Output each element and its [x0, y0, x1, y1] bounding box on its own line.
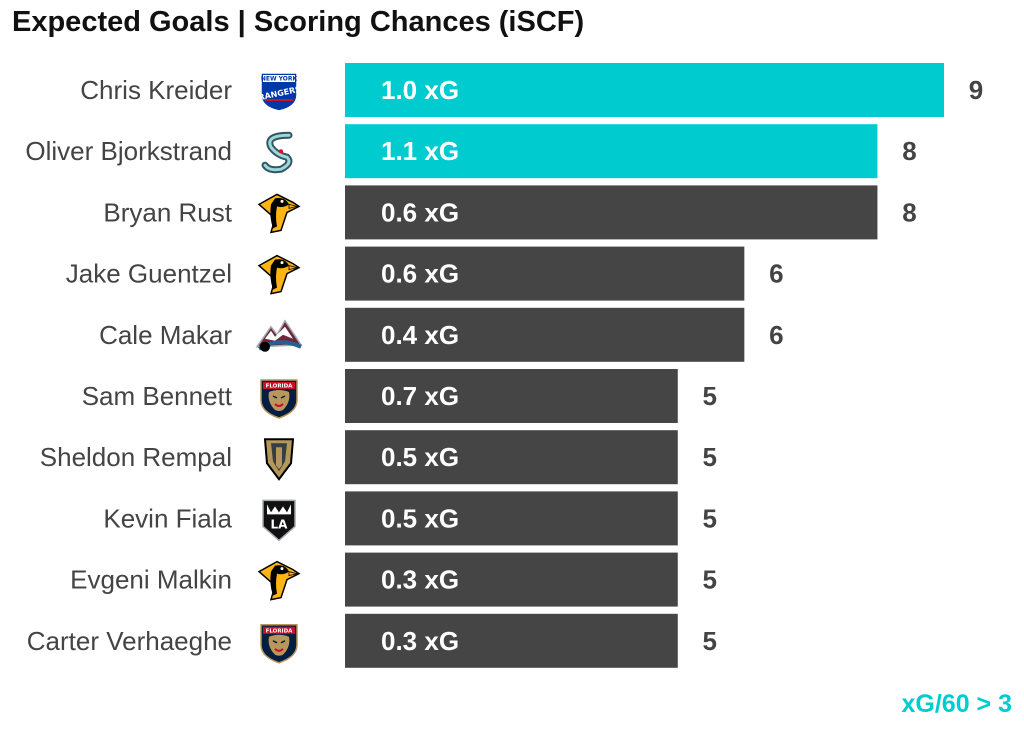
svg-text:FLORIDA: FLORIDA: [266, 384, 294, 390]
xg-value-label: 1.0 xG: [381, 75, 459, 105]
chart-title: Expected Goals | Scoring Chances (iSCF): [12, 6, 585, 38]
player-name-label: Cale Makar: [99, 320, 232, 350]
xg-value-label: 0.3 xG: [381, 565, 459, 595]
chance-count-label: 9: [969, 75, 983, 105]
kraken-logo-icon: [261, 131, 293, 174]
bar: [345, 369, 678, 423]
player-name-label: Oliver Bjorkstrand: [25, 136, 232, 166]
panthers-logo-icon: FLORIDA: [260, 624, 298, 664]
penguins-logo-icon: [257, 560, 301, 601]
bar: [345, 491, 678, 546]
bar: [345, 124, 878, 179]
chance-count-label: 8: [902, 136, 916, 166]
player-name-label: Chris Kreider: [80, 75, 232, 105]
bar: [345, 246, 745, 301]
player-name-label: Evgeni Malkin: [70, 565, 232, 595]
player-name-label: Sam Bennett: [82, 381, 233, 411]
bar: [345, 63, 944, 117]
chance-count-label: 6: [769, 320, 783, 350]
svg-text:LA: LA: [271, 517, 289, 531]
bar: [345, 430, 678, 485]
kings-logo-icon: LA: [262, 499, 296, 542]
player-name-label: Carter Verhaeghe: [27, 626, 232, 656]
player-name-label: Bryan Rust: [103, 197, 232, 227]
panthers-logo-icon: FLORIDA: [260, 379, 298, 419]
xg-value-label: 0.6 xG: [381, 197, 459, 227]
chance-count-label: 5: [703, 565, 717, 595]
legend-note: xG/60 > 3: [901, 690, 1013, 718]
player-name-label: Sheldon Rempal: [40, 442, 232, 472]
xg-value-label: 0.4 xG: [381, 320, 459, 350]
bar: [345, 552, 678, 607]
bar: [345, 307, 745, 362]
golden-knights-logo-icon: [263, 438, 295, 481]
xg-value-label: 0.5 xG: [381, 442, 459, 472]
xg-value-label: 0.6 xG: [381, 259, 459, 289]
xg-value-label: 1.1 xG: [381, 136, 459, 166]
penguins-logo-icon: [257, 254, 301, 295]
player-name-label: Kevin Fiala: [103, 503, 232, 533]
svg-text:NEW YORK: NEW YORK: [261, 76, 298, 83]
xg-value-label: 0.3 xG: [381, 626, 459, 656]
chance-count-label: 8: [902, 197, 916, 227]
svg-text:FLORIDA: FLORIDA: [266, 628, 294, 634]
player-name-label: Jake Guentzel: [66, 259, 232, 289]
chance-count-label: 6: [769, 259, 783, 289]
bar: [345, 613, 678, 668]
xg-value-label: 0.7 xG: [381, 381, 459, 411]
bar: [345, 185, 878, 240]
chance-count-label: 5: [703, 381, 717, 411]
avalanche-logo-icon: [255, 319, 303, 352]
xg-value-label: 0.5 xG: [381, 503, 459, 533]
chance-count-label: 5: [703, 503, 717, 533]
chance-count-label: 5: [703, 442, 717, 472]
chance-count-label: 5: [703, 626, 717, 656]
penguins-logo-icon: [257, 193, 301, 234]
